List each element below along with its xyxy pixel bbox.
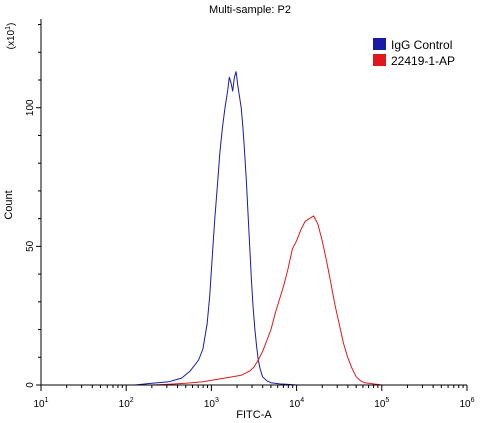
legend-swatch-2 (373, 54, 386, 66)
y-multiplier-close: ) (6, 23, 17, 26)
y-tick-label: 0 (25, 382, 36, 388)
legend-label-1: IgG Control (391, 38, 452, 52)
x-tick-label: 106 (459, 397, 474, 410)
x-tick-label: 105 (374, 397, 389, 410)
series-line-1 (41, 71, 297, 386)
y-multiplier-exp: 1 (5, 26, 12, 30)
x-tick-label: 104 (289, 397, 304, 410)
series-line-2 (41, 215, 382, 386)
x-tick-label: 103 (204, 397, 219, 410)
y-multiplier-base: (x10 (6, 29, 17, 49)
legend-label-2: 22419-1-AP (391, 54, 455, 68)
y-multiplier-label: (x101) (5, 23, 17, 50)
chart-title: Multi-sample: P2 (209, 4, 291, 16)
y-tick-label: 50 (25, 240, 36, 252)
x-axis-label: FITC-A (236, 409, 272, 421)
legend-swatch-1 (373, 38, 386, 50)
y-axis-label: Count (3, 190, 15, 219)
legend: IgG Control 22419-1-AP (373, 38, 455, 68)
x-tick-label: 101 (33, 397, 48, 410)
x-tick-label: 102 (119, 397, 134, 410)
y-tick-label: 100 (25, 99, 36, 116)
svg-text:(x101): (x101) (5, 23, 17, 50)
